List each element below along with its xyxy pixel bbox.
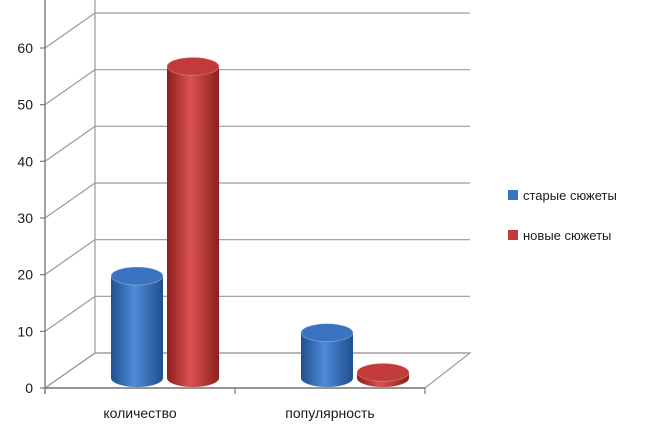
bar-0-0 — [111, 267, 163, 387]
legend-label: новые сюжеты — [523, 228, 611, 243]
axes — [40, 0, 425, 394]
bar-top — [111, 267, 163, 285]
y-tick-label: 30 — [17, 210, 33, 226]
y-tick-label: 60 — [17, 40, 33, 56]
y-tick-label: 0 — [25, 380, 33, 396]
gridline-side — [45, 13, 95, 48]
legend-item: старые сюжеты — [508, 188, 617, 203]
gridline-side — [45, 296, 95, 331]
category-labels: количество популярность — [103, 405, 374, 421]
y-tick-label: 20 — [17, 267, 33, 283]
bar-body — [111, 276, 163, 387]
bar-1-0 — [167, 57, 219, 387]
legend: старые сюжеты новые сюжеты — [508, 188, 617, 243]
grid — [45, 0, 470, 388]
legend-label: старые сюжеты — [523, 188, 617, 203]
x-category-label: количество — [103, 405, 177, 421]
gridline-side — [45, 240, 95, 275]
gridline-side — [45, 183, 95, 218]
legend-swatch — [508, 230, 518, 240]
y-tick-label: 40 — [17, 153, 33, 169]
y-tick-labels: 0 10 20 30 40 50 60 — [17, 40, 33, 396]
bar-body — [167, 66, 219, 387]
bar-0-1 — [301, 324, 353, 387]
bar-top — [357, 363, 409, 381]
bar-1-1 — [357, 363, 409, 387]
bar-top — [301, 324, 353, 342]
x-category-label: популярность — [285, 405, 374, 421]
gridline-side — [45, 126, 95, 161]
y-tick-label: 10 — [17, 323, 33, 339]
legend-item: новые сюжеты — [508, 228, 611, 243]
gridline-side — [45, 70, 95, 105]
y-tick-label: 50 — [17, 97, 33, 113]
bar-top — [167, 57, 219, 75]
legend-swatch — [508, 190, 518, 200]
bars — [111, 57, 409, 387]
